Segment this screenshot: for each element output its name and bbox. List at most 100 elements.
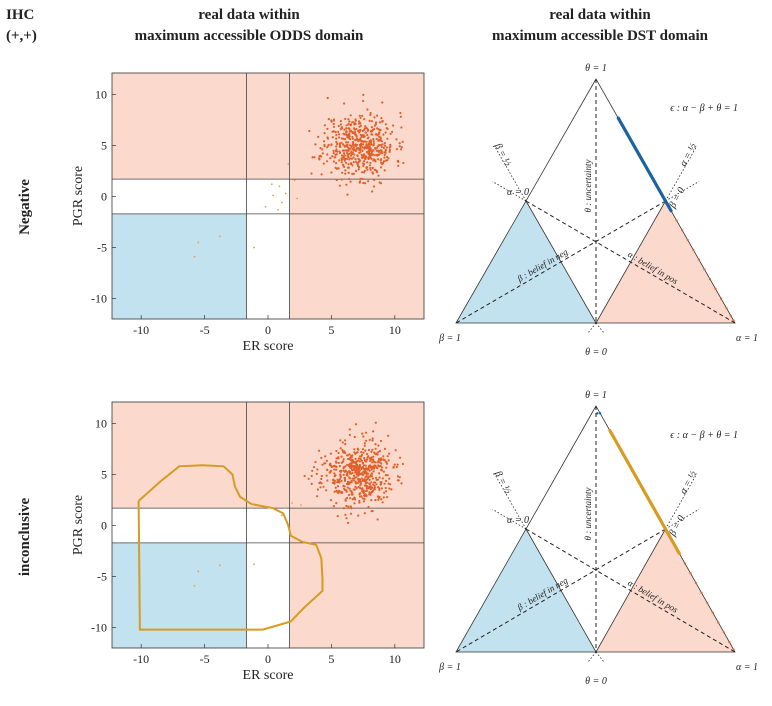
data-point — [344, 161, 348, 164]
data-point — [337, 167, 340, 170]
data-point — [379, 483, 382, 486]
data-point — [387, 157, 390, 160]
data-point — [384, 159, 387, 162]
data-point — [393, 463, 396, 466]
data-point — [364, 146, 367, 149]
data-point — [331, 130, 334, 133]
data-point — [310, 482, 313, 485]
data-point — [359, 139, 362, 142]
data-point — [335, 162, 338, 165]
data-point — [351, 137, 354, 140]
data-point — [314, 143, 317, 146]
data-point — [351, 471, 354, 475]
data-point — [386, 155, 389, 159]
data-point — [370, 450, 373, 453]
data-point — [338, 133, 341, 136]
x-tick-label: 0 — [265, 323, 271, 337]
data-point — [366, 127, 369, 130]
data-point — [353, 448, 356, 451]
data-point — [371, 448, 374, 451]
data-point — [343, 487, 346, 490]
data-point — [361, 114, 364, 117]
data-point — [321, 463, 324, 466]
data-point — [326, 146, 329, 149]
data-point — [339, 469, 343, 472]
dst-data-point — [692, 248, 695, 251]
data-point — [357, 474, 360, 477]
data-point — [374, 147, 377, 150]
data-point — [348, 144, 352, 147]
x-tick-label: 0 — [265, 652, 271, 666]
outlier-point — [253, 246, 255, 249]
data-point — [356, 447, 359, 450]
data-point — [364, 493, 367, 496]
data-point — [354, 158, 357, 161]
data-point — [398, 142, 401, 145]
data-point — [349, 512, 353, 515]
data-point — [376, 146, 379, 149]
data-point — [384, 123, 387, 126]
outlier-point — [293, 179, 296, 182]
data-point — [389, 143, 392, 146]
outlier-point — [291, 502, 293, 504]
data-point — [335, 145, 338, 148]
data-point — [383, 482, 386, 485]
data-point — [371, 439, 374, 442]
bottom-extension-left — [587, 322, 597, 334]
data-point — [346, 454, 349, 457]
neutral-region-horizontal — [112, 508, 290, 543]
data-point — [359, 495, 362, 498]
data-point — [359, 492, 362, 495]
data-point — [351, 151, 354, 154]
data-point — [313, 156, 316, 159]
data-point — [329, 452, 333, 455]
data-point — [347, 457, 350, 461]
data-point — [370, 499, 373, 502]
data-point — [346, 480, 350, 483]
data-point — [377, 497, 380, 500]
data-point — [350, 459, 353, 462]
data-point — [343, 128, 346, 131]
alpha-half-label: α = ½ — [678, 469, 699, 496]
data-point — [400, 482, 403, 485]
data-point — [383, 491, 386, 494]
data-point — [373, 451, 376, 454]
data-point — [340, 479, 343, 482]
data-point — [337, 461, 340, 464]
data-point — [358, 501, 361, 504]
beta-half-label: β = ½ — [492, 141, 514, 169]
data-point — [345, 489, 348, 492]
data-point — [359, 137, 362, 140]
y-tick-label: 10 — [95, 87, 107, 101]
dst-data-point — [683, 562, 687, 565]
data-point — [319, 486, 322, 489]
vertex-label-right: α = 1 — [736, 662, 758, 673]
data-point — [368, 478, 371, 481]
beta-zero-line — [455, 200, 666, 324]
dst-data-point — [714, 287, 717, 290]
data-point — [340, 455, 343, 458]
data-point — [354, 122, 357, 125]
data-point — [318, 157, 321, 160]
dst-data-point — [728, 641, 731, 644]
data-point — [315, 472, 318, 475]
data-point — [342, 143, 345, 146]
data-point — [357, 481, 360, 484]
data-point — [343, 138, 347, 141]
data-point — [358, 472, 362, 475]
data-point — [341, 441, 344, 444]
data-point — [373, 116, 376, 119]
col-header-dst-2: maximum accessible DST domain — [492, 28, 709, 44]
negative-region — [112, 213, 247, 319]
data-point — [363, 484, 367, 487]
data-point — [351, 164, 354, 167]
data-point — [333, 490, 336, 493]
data-point — [378, 131, 381, 134]
data-point — [363, 154, 366, 157]
data-point — [396, 463, 399, 466]
data-point — [364, 182, 367, 185]
data-point — [355, 135, 358, 138]
data-point — [373, 481, 376, 484]
data-point — [395, 148, 399, 151]
data-point — [352, 172, 355, 175]
